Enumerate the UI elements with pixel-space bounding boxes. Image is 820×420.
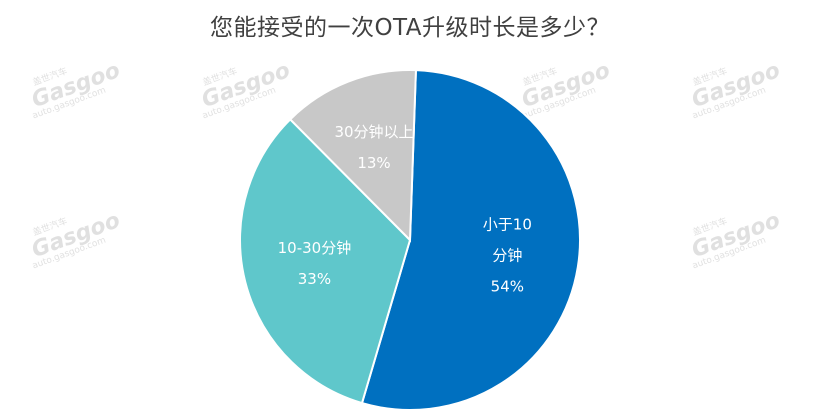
slice-percent-label: 54% xyxy=(491,277,524,295)
slice-over-30-min xyxy=(288,69,417,243)
slice-category-label: 30分钟以上 xyxy=(334,123,413,141)
slice-percent-label: 13% xyxy=(357,154,390,172)
slice-under-10-min xyxy=(360,69,581,411)
slice-category-label: 10-30分钟 xyxy=(278,239,352,257)
slice-percent-label: 33% xyxy=(298,270,331,288)
label-under-10-min: 小于10 分钟 54% xyxy=(483,215,532,295)
label-10-30-min: 10-30分钟 33% xyxy=(278,239,352,288)
slice-category-label: 分钟 xyxy=(492,246,522,264)
slice-10-30-min xyxy=(239,117,412,405)
label-over-30-min: 30分钟以上 13% xyxy=(334,123,413,172)
slice-category-label: 小于10 xyxy=(483,215,532,233)
chart-title: 您能接受的一次OTA升级时长是多少？ xyxy=(209,15,611,41)
